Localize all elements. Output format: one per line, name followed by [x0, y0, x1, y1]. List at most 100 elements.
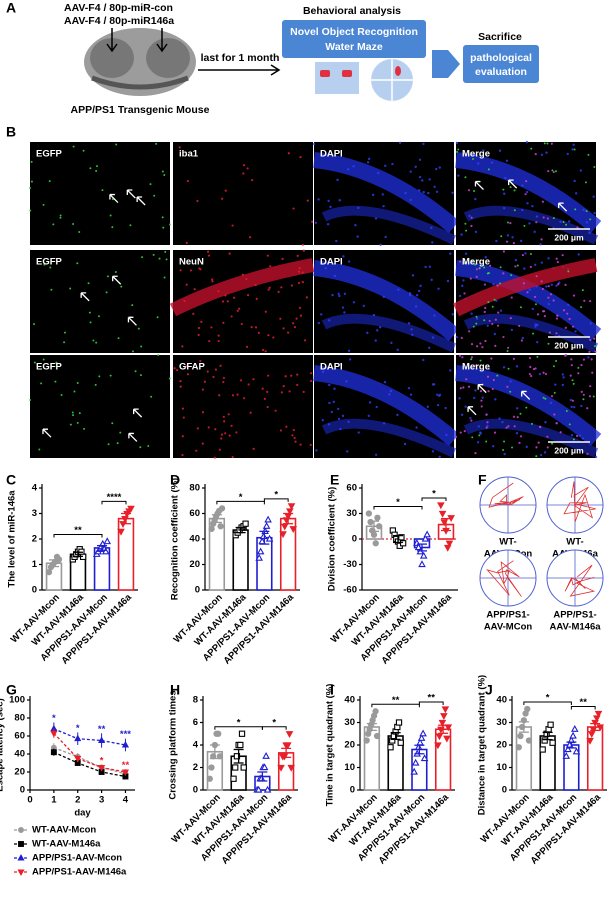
egfp-signal	[509, 186, 512, 189]
dapi-band	[463, 313, 599, 353]
egfp-signal	[48, 180, 51, 183]
red-signal	[185, 283, 188, 286]
arrow	[133, 408, 143, 418]
red-signal	[525, 179, 528, 183]
red-signal	[243, 397, 246, 400]
red-signal	[484, 339, 487, 343]
marker	[397, 739, 404, 746]
egfp-signal	[509, 390, 512, 393]
nucleus	[455, 141, 459, 145]
y-tick-label: 0	[32, 585, 37, 596]
nucleus	[571, 148, 574, 151]
nucleus	[525, 140, 529, 144]
neun-band	[452, 258, 598, 317]
nucleus	[409, 170, 412, 173]
duration-label: last for 1 month	[201, 52, 280, 64]
arrow	[126, 189, 136, 199]
micrograph	[30, 355, 170, 458]
marker	[421, 534, 430, 542]
nucleus	[312, 142, 316, 146]
red-signal	[240, 322, 243, 326]
red-signal	[199, 359, 202, 363]
nucleus	[408, 292, 412, 295]
red-signal	[564, 326, 567, 329]
red-signal	[233, 296, 236, 299]
nucleus	[347, 420, 350, 423]
egfp-signal	[478, 267, 481, 270]
egfp-signal	[562, 220, 565, 223]
red-signal	[305, 296, 308, 299]
egfp-signal	[573, 148, 576, 151]
trajectory-label: AAV-MCon	[484, 622, 533, 633]
egfp-signal	[543, 142, 546, 145]
nucleus	[486, 324, 489, 327]
nucleus	[382, 422, 386, 425]
marker	[255, 553, 263, 561]
nucleus	[345, 380, 348, 383]
red-signal	[556, 260, 559, 264]
red-signal	[589, 300, 592, 303]
y-tick-label: 4	[32, 483, 38, 494]
nucleus	[525, 190, 529, 194]
red-signal	[475, 275, 478, 279]
red-signal	[261, 348, 265, 352]
egfp-signal	[116, 442, 119, 445]
channel-label: iba1	[179, 149, 199, 160]
egfp-signal	[43, 263, 46, 266]
red-signal	[454, 435, 458, 438]
series-line	[53, 728, 126, 746]
red-signal	[201, 388, 204, 391]
red-signal	[532, 367, 536, 371]
trajectory	[488, 482, 524, 508]
egfp-signal	[535, 455, 538, 458]
red-signal	[298, 267, 301, 270]
dapi-band	[313, 152, 460, 234]
red-signal	[586, 452, 589, 455]
arrow	[521, 390, 531, 400]
marker	[596, 724, 605, 732]
red-signal	[488, 319, 491, 323]
marker	[367, 518, 374, 526]
red-signal	[197, 326, 201, 330]
red-signal	[571, 325, 575, 328]
red-signal	[292, 322, 295, 325]
marker	[17, 853, 25, 861]
red-signal	[507, 346, 510, 349]
red-signal	[561, 254, 564, 257]
red-signal	[475, 268, 478, 271]
egfp-signal	[536, 355, 539, 358]
red-signal	[192, 312, 195, 315]
nucleus	[521, 184, 524, 187]
injection-label: AAV-F4 / 80p-miR146a	[64, 15, 174, 27]
bar	[586, 726, 604, 791]
nucleus	[337, 292, 340, 296]
trajectory-label: APP/PS1-	[553, 610, 596, 621]
nucleus	[418, 158, 422, 161]
marker	[242, 520, 249, 527]
significance-bracket	[261, 726, 287, 730]
marker	[265, 534, 274, 542]
egfp-signal	[163, 174, 166, 177]
red-signal	[505, 240, 509, 243]
red-signal	[586, 407, 589, 410]
panel-letter: F	[478, 472, 487, 488]
red-signal	[279, 317, 282, 320]
red-signal	[571, 399, 574, 402]
red-signal	[173, 367, 176, 370]
marker	[372, 708, 379, 715]
dapi-band	[455, 365, 602, 447]
red-signal	[181, 407, 185, 410]
egfp-signal	[155, 142, 158, 145]
significance-label: *	[432, 489, 436, 500]
nucleus	[341, 414, 345, 418]
marker	[286, 508, 294, 516]
egfp-signal	[594, 345, 597, 348]
red-signal	[311, 220, 314, 223]
red-signal	[267, 288, 270, 291]
red-signal	[521, 253, 524, 257]
red-signal	[564, 283, 567, 286]
nucleus	[435, 190, 439, 193]
red-signal	[200, 320, 203, 323]
egfp-signal	[589, 218, 592, 221]
y-tick-label: 100	[9, 695, 25, 706]
